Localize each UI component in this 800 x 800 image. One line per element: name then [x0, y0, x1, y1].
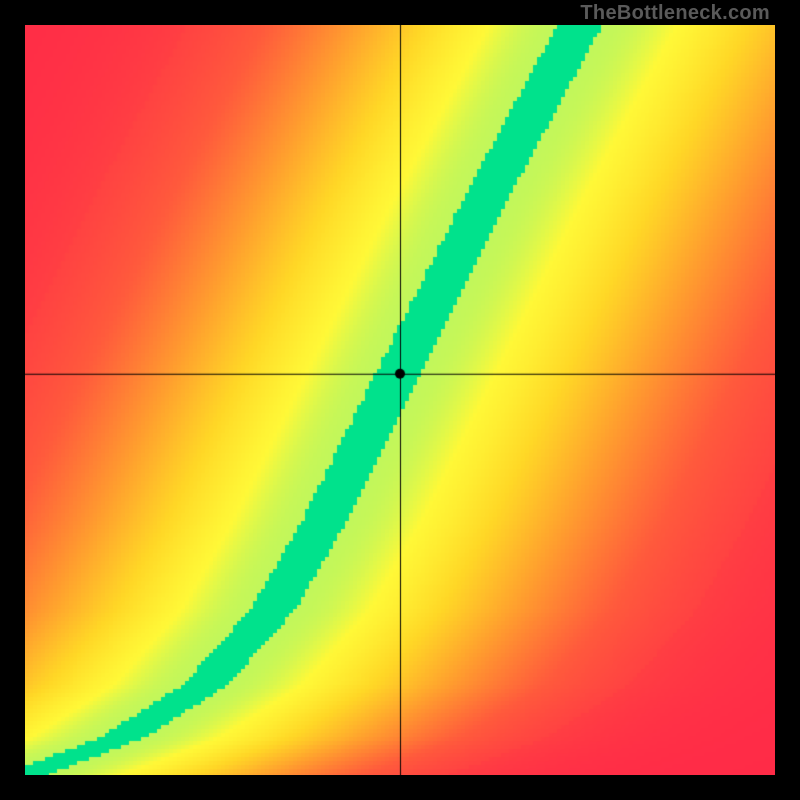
watermark-text: TheBottleneck.com: [580, 2, 770, 25]
heatmap-plot: [25, 25, 775, 775]
heatmap-canvas: [25, 25, 775, 775]
